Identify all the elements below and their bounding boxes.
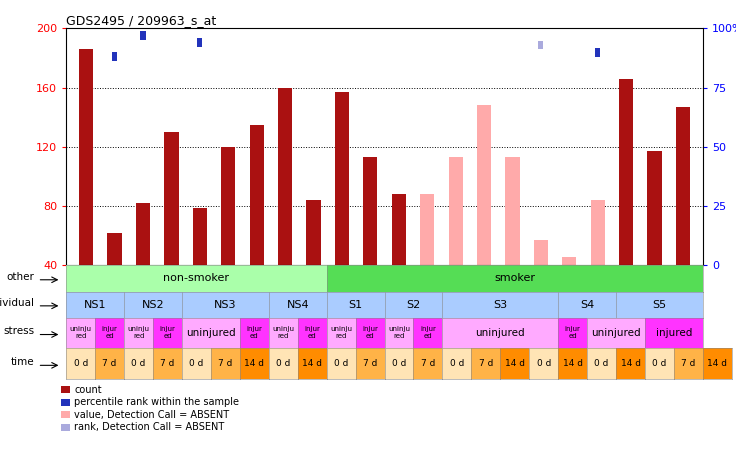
Bar (364, 157, 378, 265)
Text: injur
ed: injur ed (102, 327, 118, 339)
Bar (590, 200, 605, 265)
Bar (506, 157, 520, 265)
Text: S5: S5 (652, 300, 667, 310)
Text: S4: S4 (580, 300, 594, 310)
Text: injur
ed: injur ed (247, 327, 262, 339)
Bar (538, 41, 543, 49)
Text: S2: S2 (406, 300, 420, 310)
Text: 0 d: 0 d (450, 359, 464, 368)
Text: uninjured: uninjured (591, 328, 641, 338)
Bar (141, 31, 146, 40)
Text: 0 d: 0 d (392, 359, 406, 368)
Bar (595, 48, 601, 56)
Bar (477, 106, 491, 265)
Text: 14 d: 14 d (244, 359, 264, 368)
Text: uninju
red: uninju red (330, 327, 352, 339)
Text: uninju
red: uninju red (70, 327, 92, 339)
Text: S1: S1 (349, 300, 363, 310)
Text: 7 d: 7 d (363, 359, 378, 368)
Text: uninju
red: uninju red (272, 327, 294, 339)
Text: uninjured: uninjured (475, 328, 525, 338)
Text: other: other (7, 272, 35, 282)
Bar (448, 157, 463, 265)
Text: 0 d: 0 d (537, 359, 551, 368)
Text: 0 d: 0 d (276, 359, 291, 368)
Text: 7 d: 7 d (478, 359, 493, 368)
Text: NS4: NS4 (286, 300, 309, 310)
Text: count: count (74, 385, 102, 395)
Text: percentile rank within the sample: percentile rank within the sample (74, 397, 239, 407)
Bar (278, 88, 292, 265)
Text: value, Detection Call = ABSENT: value, Detection Call = ABSENT (74, 410, 230, 420)
Text: stress: stress (3, 327, 35, 337)
Bar (335, 92, 349, 265)
Bar (107, 233, 121, 265)
Bar (306, 200, 321, 265)
Bar (61, 411, 70, 418)
Bar (562, 256, 576, 265)
Bar (648, 151, 662, 265)
Text: rank, Detection Call = ABSENT: rank, Detection Call = ABSENT (74, 422, 224, 432)
Text: 7 d: 7 d (421, 359, 435, 368)
Text: uninju
red: uninju red (127, 327, 149, 339)
Bar (619, 79, 633, 265)
Text: injur
ed: injur ed (304, 327, 320, 339)
Text: 7 d: 7 d (682, 359, 696, 368)
Bar (652, 0, 657, 2)
Text: uninju
red: uninju red (388, 327, 410, 339)
Text: NS2: NS2 (142, 300, 164, 310)
Text: 14 d: 14 d (302, 359, 322, 368)
Bar (136, 203, 150, 265)
Text: injur
ed: injur ed (565, 327, 581, 339)
Text: individual: individual (0, 298, 35, 308)
Text: S3: S3 (493, 300, 507, 310)
Bar (392, 194, 406, 265)
Text: injur
ed: injur ed (362, 327, 378, 339)
Text: GDS2495 / 209963_s_at: GDS2495 / 209963_s_at (66, 14, 216, 27)
Text: 0 d: 0 d (334, 359, 348, 368)
Text: injur
ed: injur ed (160, 327, 175, 339)
Bar (112, 53, 117, 61)
Bar (164, 132, 179, 265)
Bar (368, 0, 373, 2)
Text: injur
ed: injur ed (420, 327, 436, 339)
Bar (79, 49, 93, 265)
Text: 0 d: 0 d (595, 359, 609, 368)
Bar (311, 0, 316, 9)
Text: 0 d: 0 d (189, 359, 204, 368)
Bar (420, 194, 434, 265)
Text: 0 d: 0 d (652, 359, 667, 368)
Bar (396, 0, 401, 4)
Text: 0 d: 0 d (74, 359, 88, 368)
Bar (425, 0, 430, 9)
Bar (193, 208, 207, 265)
Text: injured: injured (656, 328, 692, 338)
Bar (197, 38, 202, 47)
Bar (61, 399, 70, 406)
Bar (250, 125, 263, 265)
Text: NS1: NS1 (84, 300, 107, 310)
Bar (534, 240, 548, 265)
Text: 0 d: 0 d (132, 359, 146, 368)
Text: 7 d: 7 d (218, 359, 233, 368)
Text: 14 d: 14 d (505, 359, 525, 368)
Bar (61, 386, 70, 393)
Bar (481, 5, 486, 14)
Text: 14 d: 14 d (562, 359, 583, 368)
Bar (676, 107, 690, 265)
Text: non-smoker: non-smoker (163, 273, 230, 283)
Text: 14 d: 14 d (707, 359, 727, 368)
Text: 7 d: 7 d (102, 359, 117, 368)
Text: smoker: smoker (495, 273, 535, 283)
Text: time: time (11, 357, 35, 367)
Text: 7 d: 7 d (160, 359, 174, 368)
Text: NS3: NS3 (214, 300, 237, 310)
Bar (221, 147, 236, 265)
Text: uninjured: uninjured (186, 328, 236, 338)
Bar (61, 424, 70, 431)
Text: 14 d: 14 d (620, 359, 640, 368)
